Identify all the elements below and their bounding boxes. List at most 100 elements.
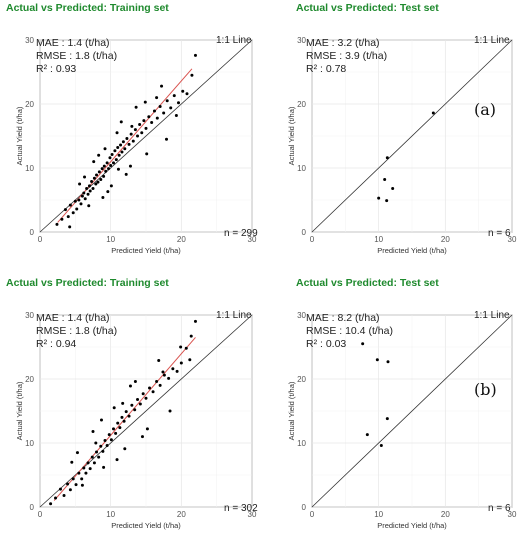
y-tick-label: 20 <box>297 100 306 109</box>
y-tick-label: 0 <box>302 503 307 512</box>
data-point <box>193 53 197 57</box>
y-tick-label: 30 <box>297 311 306 320</box>
data-point <box>117 153 121 157</box>
data-point <box>68 225 72 229</box>
data-point <box>385 156 389 160</box>
data-point <box>148 386 152 390</box>
data-point <box>94 441 98 445</box>
data-point <box>177 101 181 105</box>
x-tick-label: 0 <box>38 235 43 244</box>
data-point <box>184 346 188 350</box>
data-point <box>122 419 126 423</box>
data-point <box>174 114 178 118</box>
data-point <box>129 132 133 136</box>
data-point <box>143 100 147 104</box>
mae-stat: MAE : 1.4 (t/ha) <box>36 312 110 324</box>
x-tick-label: 30 <box>508 235 517 244</box>
mae-stat: MAE : 3.2 (t/ha) <box>306 37 380 49</box>
data-point <box>83 197 87 201</box>
scatter-plot: 00 10 10 20 20 30 30 Predicted Yield (t/ha) Actu… <box>15 36 257 255</box>
data-point <box>155 116 159 120</box>
data-point <box>124 410 128 414</box>
y-tick-label: 10 <box>25 164 34 173</box>
data-point <box>102 174 106 178</box>
data-point <box>62 493 66 497</box>
y-tick-label: 30 <box>25 311 34 320</box>
data-point <box>361 342 365 346</box>
data-point <box>130 403 134 407</box>
data-point <box>90 179 94 183</box>
data-point <box>120 150 124 154</box>
data-point <box>75 451 79 455</box>
y-axis-label: Actual Yield (t/ha) <box>15 106 24 165</box>
data-point <box>95 450 99 454</box>
data-point <box>119 120 123 124</box>
r2-stat: R² : 0.93 <box>36 63 77 75</box>
data-point <box>84 471 88 475</box>
data-point <box>179 361 183 365</box>
data-point <box>115 458 119 462</box>
data-point <box>86 461 90 465</box>
data-point <box>95 173 99 177</box>
data-point <box>121 140 125 144</box>
data-point <box>80 483 84 487</box>
r2-stat: R² : 0.94 <box>36 338 77 350</box>
data-point <box>181 89 185 93</box>
data-point <box>90 455 94 459</box>
data-point <box>125 137 129 141</box>
data-point <box>71 211 75 215</box>
data-point <box>66 482 70 486</box>
data-point <box>145 427 149 431</box>
data-point <box>111 427 115 431</box>
data-point <box>68 203 72 207</box>
rmse-stat: RMSE : 3.9 (t/ha) <box>306 50 388 62</box>
data-point <box>383 178 387 182</box>
x-tick-label: 10 <box>374 510 383 519</box>
data-point <box>158 105 162 109</box>
data-point <box>83 175 87 179</box>
data-point <box>105 444 109 448</box>
data-point <box>138 402 142 406</box>
x-tick-label: 0 <box>310 235 315 244</box>
y-tick-label: 10 <box>297 164 306 173</box>
data-point <box>161 370 165 374</box>
chart-a-training: Actual vs Predicted: Training set 0 0 10 10… <box>0 0 264 275</box>
data-point <box>141 392 145 396</box>
y-tick-label: 30 <box>297 36 306 45</box>
panel-letter: (b) <box>474 380 497 399</box>
data-point <box>144 126 148 130</box>
data-point <box>116 167 120 171</box>
y-axis-label: Actual Yield (t/ha) <box>287 106 296 165</box>
data-point <box>82 466 86 470</box>
data-point <box>68 488 72 492</box>
data-point <box>103 438 107 442</box>
rmse-stat: RMSE : 1.8 (t/ha) <box>36 50 118 62</box>
data-point <box>130 124 134 128</box>
y-axis-label: Actual Yield (t/ha) <box>15 381 24 440</box>
data-point <box>111 161 115 165</box>
data-point <box>86 192 90 196</box>
data-point <box>119 143 123 147</box>
data-point <box>113 149 117 153</box>
y-tick-label: 0 <box>302 228 307 237</box>
mae-stat: MAE : 8.2 (t/ha) <box>306 312 380 324</box>
data-point <box>99 418 103 422</box>
y-tick-label: 0 <box>30 503 35 512</box>
data-point <box>134 105 138 109</box>
x-tick-label: 30 <box>248 235 257 244</box>
scatter-plot: 00 10 10 20 20 30 30 Predicted Yield (t/ha) Actu… <box>287 311 517 530</box>
data-point <box>133 408 137 412</box>
data-point <box>75 207 79 211</box>
data-point <box>189 334 193 338</box>
data-point <box>92 461 96 465</box>
data-point <box>116 146 120 150</box>
y-tick-label: 10 <box>25 439 34 448</box>
y-axis-label: Actual Yield (t/ha) <box>287 381 296 440</box>
rmse-stat: RMSE : 1.8 (t/ha) <box>36 325 118 337</box>
data-point <box>109 184 113 188</box>
data-point <box>124 172 128 176</box>
data-point <box>73 199 77 203</box>
data-point <box>49 502 53 506</box>
x-tick-label: 20 <box>441 235 450 244</box>
scatter-plot: 00 10 10 20 20 30 30 Predicted Yield (t/ha) Actu… <box>15 311 257 530</box>
